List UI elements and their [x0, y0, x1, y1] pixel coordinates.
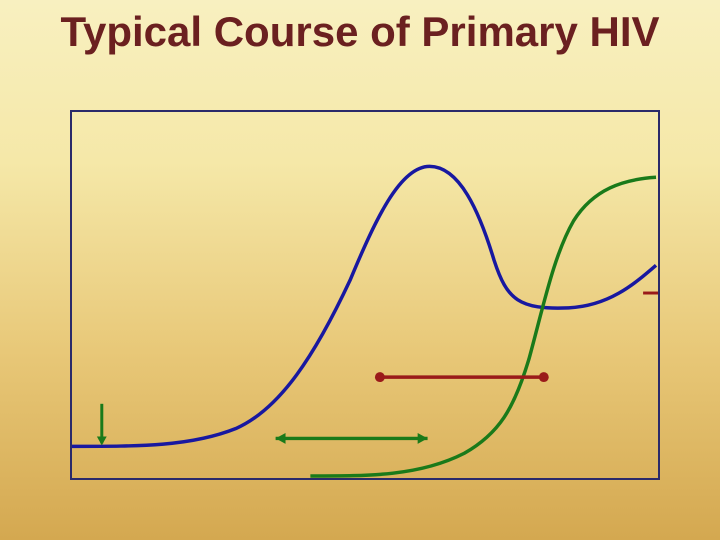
- green-segment: [276, 433, 428, 444]
- chart-canvas: [72, 112, 658, 478]
- left-down-arrow: [97, 404, 107, 446]
- chart-title: Typical Course of Primary HIV: [0, 0, 720, 56]
- blue-curve: [72, 166, 656, 446]
- green-curve: [310, 177, 656, 476]
- chart-frame: [70, 110, 660, 480]
